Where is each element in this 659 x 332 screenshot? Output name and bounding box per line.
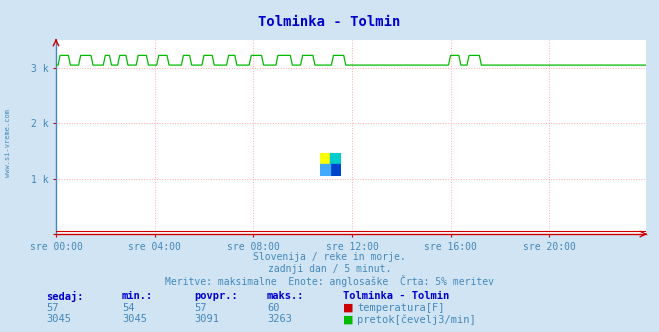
Text: 3263: 3263	[267, 314, 292, 324]
Bar	[331, 164, 341, 176]
Text: ■: ■	[343, 303, 353, 313]
Text: 60: 60	[267, 303, 279, 313]
Text: 3091: 3091	[194, 314, 219, 324]
Text: povpr.:: povpr.:	[194, 291, 238, 301]
Text: 3045: 3045	[46, 314, 71, 324]
Text: ■: ■	[343, 314, 353, 324]
Text: maks.:: maks.:	[267, 291, 304, 301]
Text: Meritve: maksimalne  Enote: anglosaške  Črta: 5% meritev: Meritve: maksimalne Enote: anglosaške Čr…	[165, 275, 494, 287]
Text: zadnji dan / 5 minut.: zadnji dan / 5 minut.	[268, 264, 391, 274]
Text: sedaj:: sedaj:	[46, 290, 84, 302]
Text: Tolminka - Tolmin: Tolminka - Tolmin	[258, 15, 401, 29]
Text: pretok[čevelj3/min]: pretok[čevelj3/min]	[357, 314, 476, 325]
Text: Slovenija / reke in morje.: Slovenija / reke in morje.	[253, 252, 406, 262]
Text: 3045: 3045	[122, 314, 147, 324]
Text: 54: 54	[122, 303, 134, 313]
Bar	[320, 164, 331, 176]
Text: Tolminka - Tolmin: Tolminka - Tolmin	[343, 291, 449, 301]
Text: 57: 57	[46, 303, 59, 313]
Bar	[320, 153, 331, 164]
Text: temperatura[F]: temperatura[F]	[357, 303, 445, 313]
Text: 57: 57	[194, 303, 207, 313]
Text: www.si-vreme.com: www.si-vreme.com	[5, 109, 11, 177]
Text: min.:: min.:	[122, 291, 153, 301]
Bar	[331, 153, 341, 164]
